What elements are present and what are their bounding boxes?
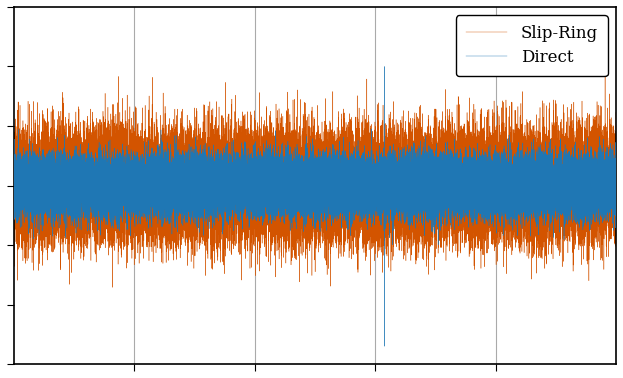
Slip-Ring [155, 174, 163, 178]
Slip-Ring [240, 204, 248, 209]
Slip-Ring [51, 198, 59, 202]
Slip-Ring [612, 177, 620, 181]
Direct [337, 181, 345, 186]
Legend: Slip-Ring, Direct: Slip-Ring, Direct [455, 15, 607, 76]
Direct [155, 164, 163, 168]
Slip-Ring [373, 197, 380, 201]
Direct [612, 188, 620, 193]
Slip-Ring [457, 198, 465, 203]
Direct [51, 174, 59, 178]
Slip-Ring [10, 204, 17, 208]
Slip-Ring [337, 191, 345, 196]
Slip-Ring [109, 285, 117, 290]
Slip-Ring [601, 66, 609, 70]
Line: Slip-Ring: Slip-Ring [14, 68, 616, 287]
Direct [457, 172, 465, 177]
Direct [10, 186, 17, 191]
Direct [240, 171, 248, 176]
Direct [381, 344, 388, 349]
Direct [373, 181, 380, 185]
Direct [381, 64, 388, 69]
Line: Direct: Direct [14, 67, 616, 346]
